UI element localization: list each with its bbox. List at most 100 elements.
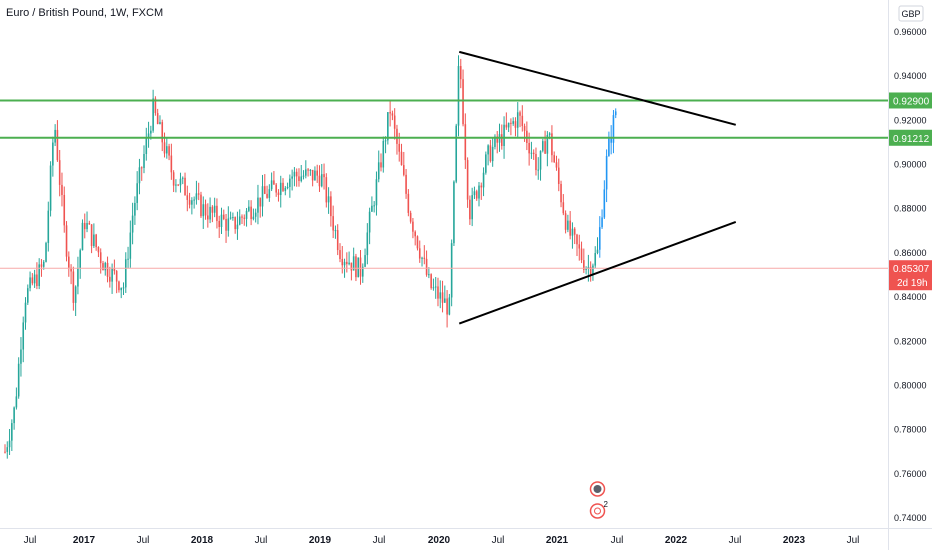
candle-body: [238, 216, 241, 225]
candle-body: [168, 146, 170, 156]
candle-body: [325, 177, 328, 203]
x-tick-label: Jul: [373, 535, 386, 546]
candle-body: [421, 257, 423, 259]
level-price-label: 0.92900: [893, 96, 930, 107]
candle-body: [154, 98, 157, 114]
candle-body: [216, 205, 218, 221]
candle-body: [548, 133, 551, 135]
candle-body: [79, 250, 82, 269]
candle-body: [188, 199, 191, 205]
candle-body: [175, 184, 177, 186]
candle-body: [136, 183, 138, 203]
x-tick-label: 2020: [428, 535, 451, 546]
candle-body: [400, 151, 403, 166]
candle-body: [61, 184, 63, 195]
candle-body: [172, 172, 175, 186]
candle-body: [68, 256, 70, 268]
x-tick-label: Jul: [729, 535, 742, 546]
candle-body: [480, 185, 483, 188]
candle-body: [423, 257, 426, 259]
candle-body: [236, 224, 239, 230]
candle-body: [464, 124, 467, 161]
candle-body: [170, 155, 173, 173]
candle-body: [444, 298, 446, 303]
candle-body: [286, 186, 289, 188]
candle-body: [309, 169, 312, 171]
candle-body: [320, 174, 323, 187]
candle-body: [489, 145, 492, 162]
candle-body: [211, 206, 214, 213]
candle-body: [412, 221, 414, 232]
candle-body: [416, 236, 419, 249]
candle-body: [585, 268, 587, 270]
candle-body: [213, 205, 216, 213]
currency-box[interactable]: [898, 5, 924, 22]
symbol-title[interactable]: Euro / British Pound, 1W, FXCM: [6, 7, 164, 19]
candle-body: [596, 249, 599, 254]
y-tick-label: 0.96000: [894, 27, 927, 37]
candle-body: [350, 262, 353, 271]
candle-body: [218, 220, 221, 228]
trend-line-upper[interactable]: [458, 50, 737, 126]
candle-body: [90, 224, 93, 247]
candle-body: [177, 184, 179, 186]
candle-body: [268, 189, 271, 198]
candle-body: [475, 191, 478, 199]
x-tick-label: Jul: [847, 535, 860, 546]
candle-body: [254, 212, 257, 217]
x-tick-label: Jul: [255, 535, 268, 546]
candle-body: [295, 171, 298, 177]
candle-body: [601, 217, 603, 228]
candle-body: [161, 122, 164, 143]
candle-body: [31, 277, 34, 284]
candle-body: [152, 98, 154, 131]
candle-body: [24, 302, 27, 323]
candle-body: [371, 205, 373, 212]
y-tick-label: 0.80000: [894, 380, 927, 390]
candle-body: [305, 169, 307, 176]
event-flag-icon-2-inner: [594, 507, 601, 515]
candle-body: [366, 232, 369, 256]
event-flag-icon-2[interactable]: [589, 503, 606, 519]
candle-body: [88, 223, 91, 225]
candle-body: [407, 193, 410, 213]
y-tick-label: 0.76000: [894, 469, 927, 479]
candle-body: [209, 206, 211, 220]
candle-body: [191, 200, 193, 205]
trend-line-lower[interactable]: [458, 221, 737, 325]
candle-body: [225, 218, 227, 231]
candle-body: [33, 274, 36, 284]
candle-body: [115, 271, 118, 282]
candle-body: [95, 234, 97, 248]
candle-body: [485, 154, 487, 173]
candle-body: [387, 112, 389, 141]
candle-body: [462, 79, 464, 125]
candle-body: [546, 134, 549, 154]
candle-body: [227, 218, 230, 231]
candle-body: [207, 215, 209, 220]
candle-body: [106, 262, 109, 277]
candle-body: [8, 440, 11, 448]
candle-body: [361, 266, 364, 277]
y-tick-label: 0.78000: [894, 425, 927, 435]
candle-body: [425, 258, 428, 275]
candle-body: [598, 227, 601, 250]
candle-body: [339, 250, 341, 259]
candle-body: [396, 128, 398, 144]
candle-body: [124, 259, 127, 288]
candle-body: [594, 253, 597, 266]
x-tick-label: 2023: [783, 535, 806, 546]
candle-body: [156, 113, 159, 125]
y-tick-label: 0.88000: [894, 204, 927, 214]
candle-body: [140, 167, 143, 169]
candle-body: [165, 146, 168, 154]
candle-body: [612, 115, 615, 143]
candle-body: [15, 396, 18, 408]
candle-body: [42, 261, 45, 267]
candle-body: [200, 194, 202, 217]
candle-body: [430, 274, 432, 289]
candle-body: [432, 287, 435, 289]
candle-body: [29, 277, 31, 289]
candle-body: [348, 262, 350, 265]
